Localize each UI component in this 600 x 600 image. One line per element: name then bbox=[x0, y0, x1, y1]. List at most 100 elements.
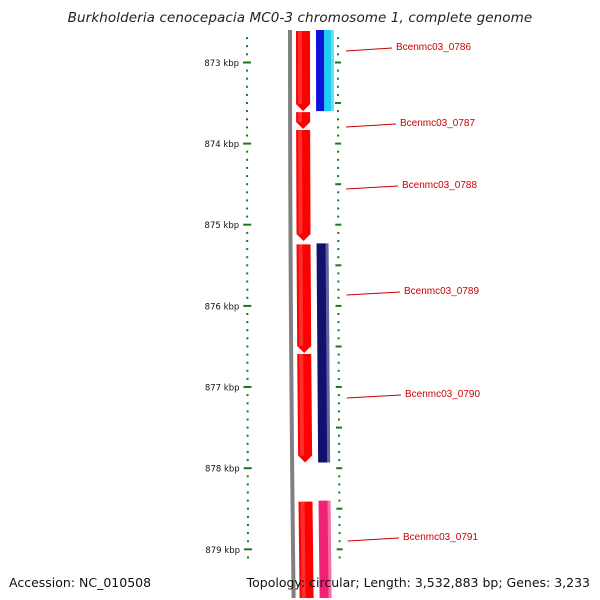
outer-tick bbox=[335, 386, 342, 388]
major-tick bbox=[244, 548, 252, 551]
gene-arrow-highlight bbox=[299, 353, 305, 456]
outer-tick bbox=[337, 321, 340, 324]
outer-tick bbox=[337, 191, 340, 194]
outer-tick bbox=[337, 53, 339, 56]
gene-label: Bcenmc03_0786 bbox=[396, 42, 471, 53]
minor-tick bbox=[246, 118, 248, 121]
minor-tick bbox=[246, 369, 249, 372]
outer-tick bbox=[337, 296, 340, 299]
outer-tick bbox=[335, 183, 342, 186]
minor-tick bbox=[246, 515, 249, 518]
minor-tick bbox=[246, 207, 249, 210]
outer-tick bbox=[337, 288, 340, 291]
major-tick bbox=[243, 386, 252, 388]
axis-tick-label: 878 kbp bbox=[205, 465, 240, 475]
outer-tick bbox=[338, 475, 341, 478]
minor-tick bbox=[246, 402, 249, 405]
minor-tick bbox=[246, 69, 248, 72]
outer-tick bbox=[337, 240, 340, 242]
outer-tick bbox=[337, 272, 340, 275]
outer-tick bbox=[335, 223, 342, 226]
minor-tick bbox=[246, 110, 248, 113]
minor-tick bbox=[246, 499, 249, 502]
outer-tick bbox=[337, 150, 340, 153]
minor-tick bbox=[246, 296, 249, 299]
gene-arrow bbox=[296, 129, 311, 241]
minor-tick bbox=[246, 450, 249, 453]
minor-tick bbox=[246, 442, 249, 445]
minor-tick bbox=[246, 426, 249, 429]
minor-tick bbox=[246, 85, 248, 88]
gene-arrow-highlight bbox=[298, 244, 304, 346]
minor-tick bbox=[246, 134, 248, 137]
axis-tick-label: 877 kbp bbox=[205, 384, 240, 394]
outer-tick bbox=[336, 467, 343, 470]
outer-tick bbox=[337, 337, 340, 340]
outer-tick bbox=[337, 69, 339, 72]
gene-arrow-highlight bbox=[298, 31, 303, 105]
minor-tick bbox=[247, 540, 249, 543]
gene-label-leader bbox=[346, 291, 401, 296]
minor-tick bbox=[246, 53, 248, 56]
gene-arrow-highlight bbox=[300, 501, 306, 598]
outer-tick bbox=[335, 264, 342, 267]
minor-tick bbox=[246, 102, 248, 104]
gene-label-leader bbox=[347, 537, 400, 542]
minor-tick bbox=[246, 524, 249, 526]
minor-tick bbox=[246, 126, 248, 129]
minor-tick bbox=[246, 361, 249, 364]
outer-tick bbox=[337, 37, 339, 40]
outer-tick bbox=[338, 524, 341, 526]
minor-tick bbox=[246, 337, 249, 340]
outer-tick bbox=[338, 450, 341, 453]
minor-tick bbox=[246, 248, 249, 251]
outer-tick bbox=[337, 353, 340, 356]
gene-label: Bcenmc03_0791 bbox=[403, 532, 478, 543]
minor-tick bbox=[246, 199, 249, 202]
feature-band-highlight bbox=[327, 500, 332, 598]
minor-tick bbox=[246, 256, 249, 259]
minor-tick bbox=[246, 434, 249, 437]
gene-label-leader bbox=[345, 47, 393, 52]
accession-label: Accession: NC_010508 bbox=[9, 575, 152, 590]
outer-tick bbox=[337, 77, 339, 80]
gene-arrow bbox=[296, 31, 311, 112]
minor-tick bbox=[246, 93, 248, 96]
outer-tick bbox=[337, 256, 340, 259]
minor-tick bbox=[246, 483, 249, 486]
outer-tick bbox=[337, 175, 340, 178]
axis-tick-label: 874 kbp bbox=[204, 140, 239, 150]
minor-tick bbox=[246, 166, 249, 169]
gene-label-leader bbox=[346, 123, 397, 128]
outer-tick bbox=[338, 556, 341, 559]
outer-tick bbox=[337, 85, 339, 88]
gene-arrow bbox=[298, 501, 314, 598]
gene-arrow bbox=[296, 244, 312, 353]
minor-tick bbox=[246, 264, 249, 267]
minor-tick bbox=[246, 191, 249, 194]
minor-tick bbox=[246, 329, 249, 332]
outer-tick bbox=[337, 313, 340, 315]
minor-tick bbox=[246, 158, 249, 161]
feature-band-highlight bbox=[325, 243, 331, 463]
feature-band bbox=[318, 500, 332, 598]
minor-tick bbox=[246, 313, 249, 315]
minor-tick bbox=[246, 215, 249, 218]
gene-label-leader bbox=[346, 394, 402, 399]
minor-tick bbox=[246, 491, 249, 494]
minor-tick bbox=[246, 175, 249, 178]
outer-tick bbox=[337, 110, 339, 113]
minor-tick bbox=[246, 183, 249, 186]
minor-tick bbox=[246, 532, 249, 535]
outer-tick bbox=[338, 483, 341, 486]
major-tick bbox=[243, 304, 252, 307]
outer-tick bbox=[337, 126, 340, 129]
minor-tick bbox=[246, 507, 249, 510]
outer-tick bbox=[336, 548, 343, 551]
minor-tick bbox=[246, 353, 249, 356]
outer-tick bbox=[337, 231, 340, 234]
minor-tick bbox=[246, 272, 249, 275]
outer-tick bbox=[337, 329, 340, 332]
